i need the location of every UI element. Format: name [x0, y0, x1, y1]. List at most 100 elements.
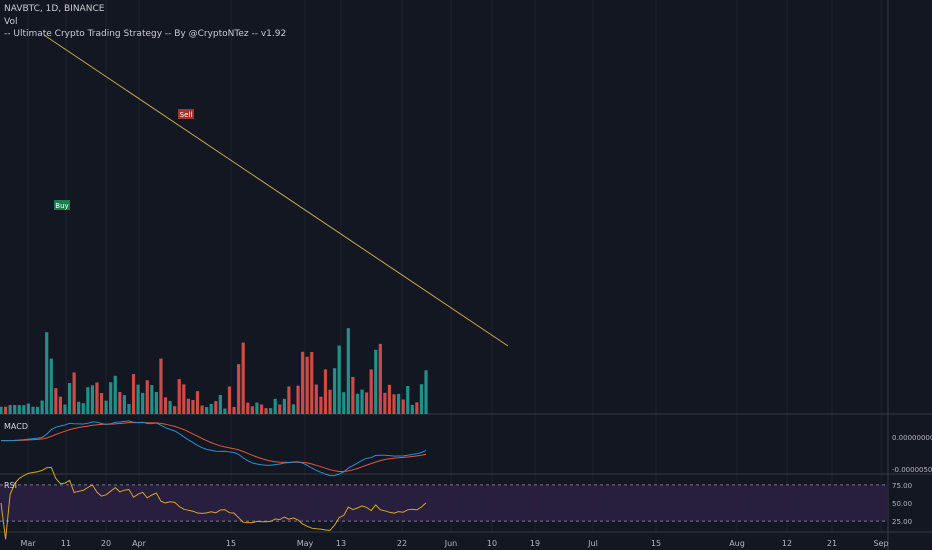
- macd-label: MACD: [4, 422, 28, 431]
- signal-marker-bg: [54, 200, 70, 210]
- time-tick-label: Mar: [20, 539, 36, 548]
- time-tick-label: 15: [651, 539, 661, 548]
- volume-bar: [173, 406, 177, 414]
- macd-signal-line: [1, 421, 427, 472]
- rsi-band: [0, 484, 888, 522]
- time-tick-label: 12: [782, 539, 792, 548]
- volume-bar: [40, 400, 44, 414]
- volume-bar: [104, 400, 108, 414]
- volume-bar: [86, 387, 90, 414]
- volume-bar: [250, 406, 254, 414]
- volume-bar: [209, 404, 213, 414]
- volume-bar: [159, 358, 163, 414]
- volume-bar: [200, 405, 204, 414]
- volume-bar: [282, 398, 286, 414]
- volume-bar: [269, 408, 273, 414]
- volume-bar: [8, 405, 12, 414]
- rsi-line: [0, 466, 427, 540]
- volume-bar: [387, 384, 392, 414]
- volume-bar: [49, 358, 53, 414]
- time-tick-label: 19: [530, 539, 540, 548]
- volume-bar: [113, 375, 117, 414]
- volume-bar: [383, 392, 387, 414]
- time-tick-label: Apr: [132, 539, 147, 548]
- volume-bar: [182, 384, 186, 414]
- volume-bar: [237, 364, 241, 414]
- volume-bar: [369, 369, 373, 414]
- volume-bar: [323, 369, 328, 414]
- volume-bar: [35, 406, 40, 414]
- volume-bar: [360, 389, 364, 414]
- time-tick-label: Jun: [444, 539, 458, 548]
- volume-bar: [54, 388, 58, 414]
- volume-bar: [406, 386, 410, 414]
- volume-bar: [278, 404, 282, 414]
- macd-tick-label: 0.00000000: [892, 434, 932, 442]
- rsi-tick-label: 50.00: [892, 500, 912, 508]
- volume-bar: [227, 386, 232, 414]
- rsi-tick-label: 75.00: [892, 482, 912, 490]
- vol-label: Vol: [4, 17, 18, 27]
- volume-bar: [310, 351, 314, 414]
- volume-bar: [333, 368, 337, 414]
- volume-bar: [319, 396, 323, 414]
- volume-bar: [177, 379, 181, 414]
- volume-bar: [392, 394, 396, 414]
- volume-bar: [396, 393, 401, 414]
- volume-bar: [90, 385, 94, 414]
- signal-marker-label: Buy: [55, 202, 68, 210]
- volume-bar: [264, 408, 268, 414]
- volume-bar: [141, 392, 145, 414]
- volume-bar: [0, 406, 3, 414]
- volume-bar: [77, 401, 81, 414]
- volume-bar: [99, 393, 104, 414]
- volume-bar: [118, 391, 122, 414]
- rsi-tick-label: 25.00: [892, 518, 912, 526]
- volume-bars: [0, 328, 428, 414]
- volume-bar: [168, 400, 172, 414]
- rsi-pane: [0, 466, 888, 540]
- volume-bar: [246, 402, 250, 414]
- volume-bar: [72, 372, 76, 414]
- time-tick-label: Jul: [587, 539, 598, 548]
- time-tick-label: 20: [101, 539, 111, 548]
- trendline: [43, 34, 509, 347]
- time-tick-label: 15: [226, 539, 236, 548]
- time-tick-label: 22: [397, 539, 407, 548]
- volume-bar: [150, 385, 154, 414]
- macd-tick-label: -0.00000500: [892, 466, 932, 474]
- axes: 0.000070000.000065000.000060000.00005500…: [20, 434, 932, 548]
- volume-bar: [301, 351, 305, 414]
- rsi-label: RSI: [4, 481, 17, 490]
- volume-bar: [122, 395, 126, 414]
- volume-bar: [223, 408, 227, 414]
- macd-line: [0, 420, 427, 477]
- volume-bar: [81, 403, 85, 414]
- macd-pane: [0, 420, 427, 477]
- volume-bar: [273, 398, 277, 414]
- volume-bar: [374, 349, 378, 414]
- volume-bar: [351, 376, 355, 414]
- volume-bar: [346, 328, 350, 414]
- volume-bar: [424, 370, 428, 414]
- signal-marker-label: Sell: [180, 111, 193, 119]
- volume-bar: [195, 391, 200, 414]
- volume-bar: [205, 406, 209, 414]
- volume-bar: [26, 403, 31, 414]
- volume-bar: [218, 394, 222, 414]
- time-tick-label: 21: [827, 539, 837, 548]
- volume-bar: [241, 342, 245, 414]
- volume-bar: [328, 389, 332, 414]
- volume-bar: [378, 343, 382, 414]
- strategy-label: -- Ultimate Crypto Trading Strategy -- B…: [4, 29, 287, 39]
- time-tick-label: Sep: [873, 539, 888, 548]
- symbol-label: NAVBTC, 1D, BINANCE: [4, 4, 105, 14]
- volume-bar: [410, 404, 414, 414]
- volume-bar: [314, 384, 318, 414]
- volume-bar: [355, 393, 360, 414]
- volume-bar: [296, 385, 300, 414]
- time-tick-label: Aug: [729, 539, 745, 548]
- volume-bar: [17, 405, 21, 414]
